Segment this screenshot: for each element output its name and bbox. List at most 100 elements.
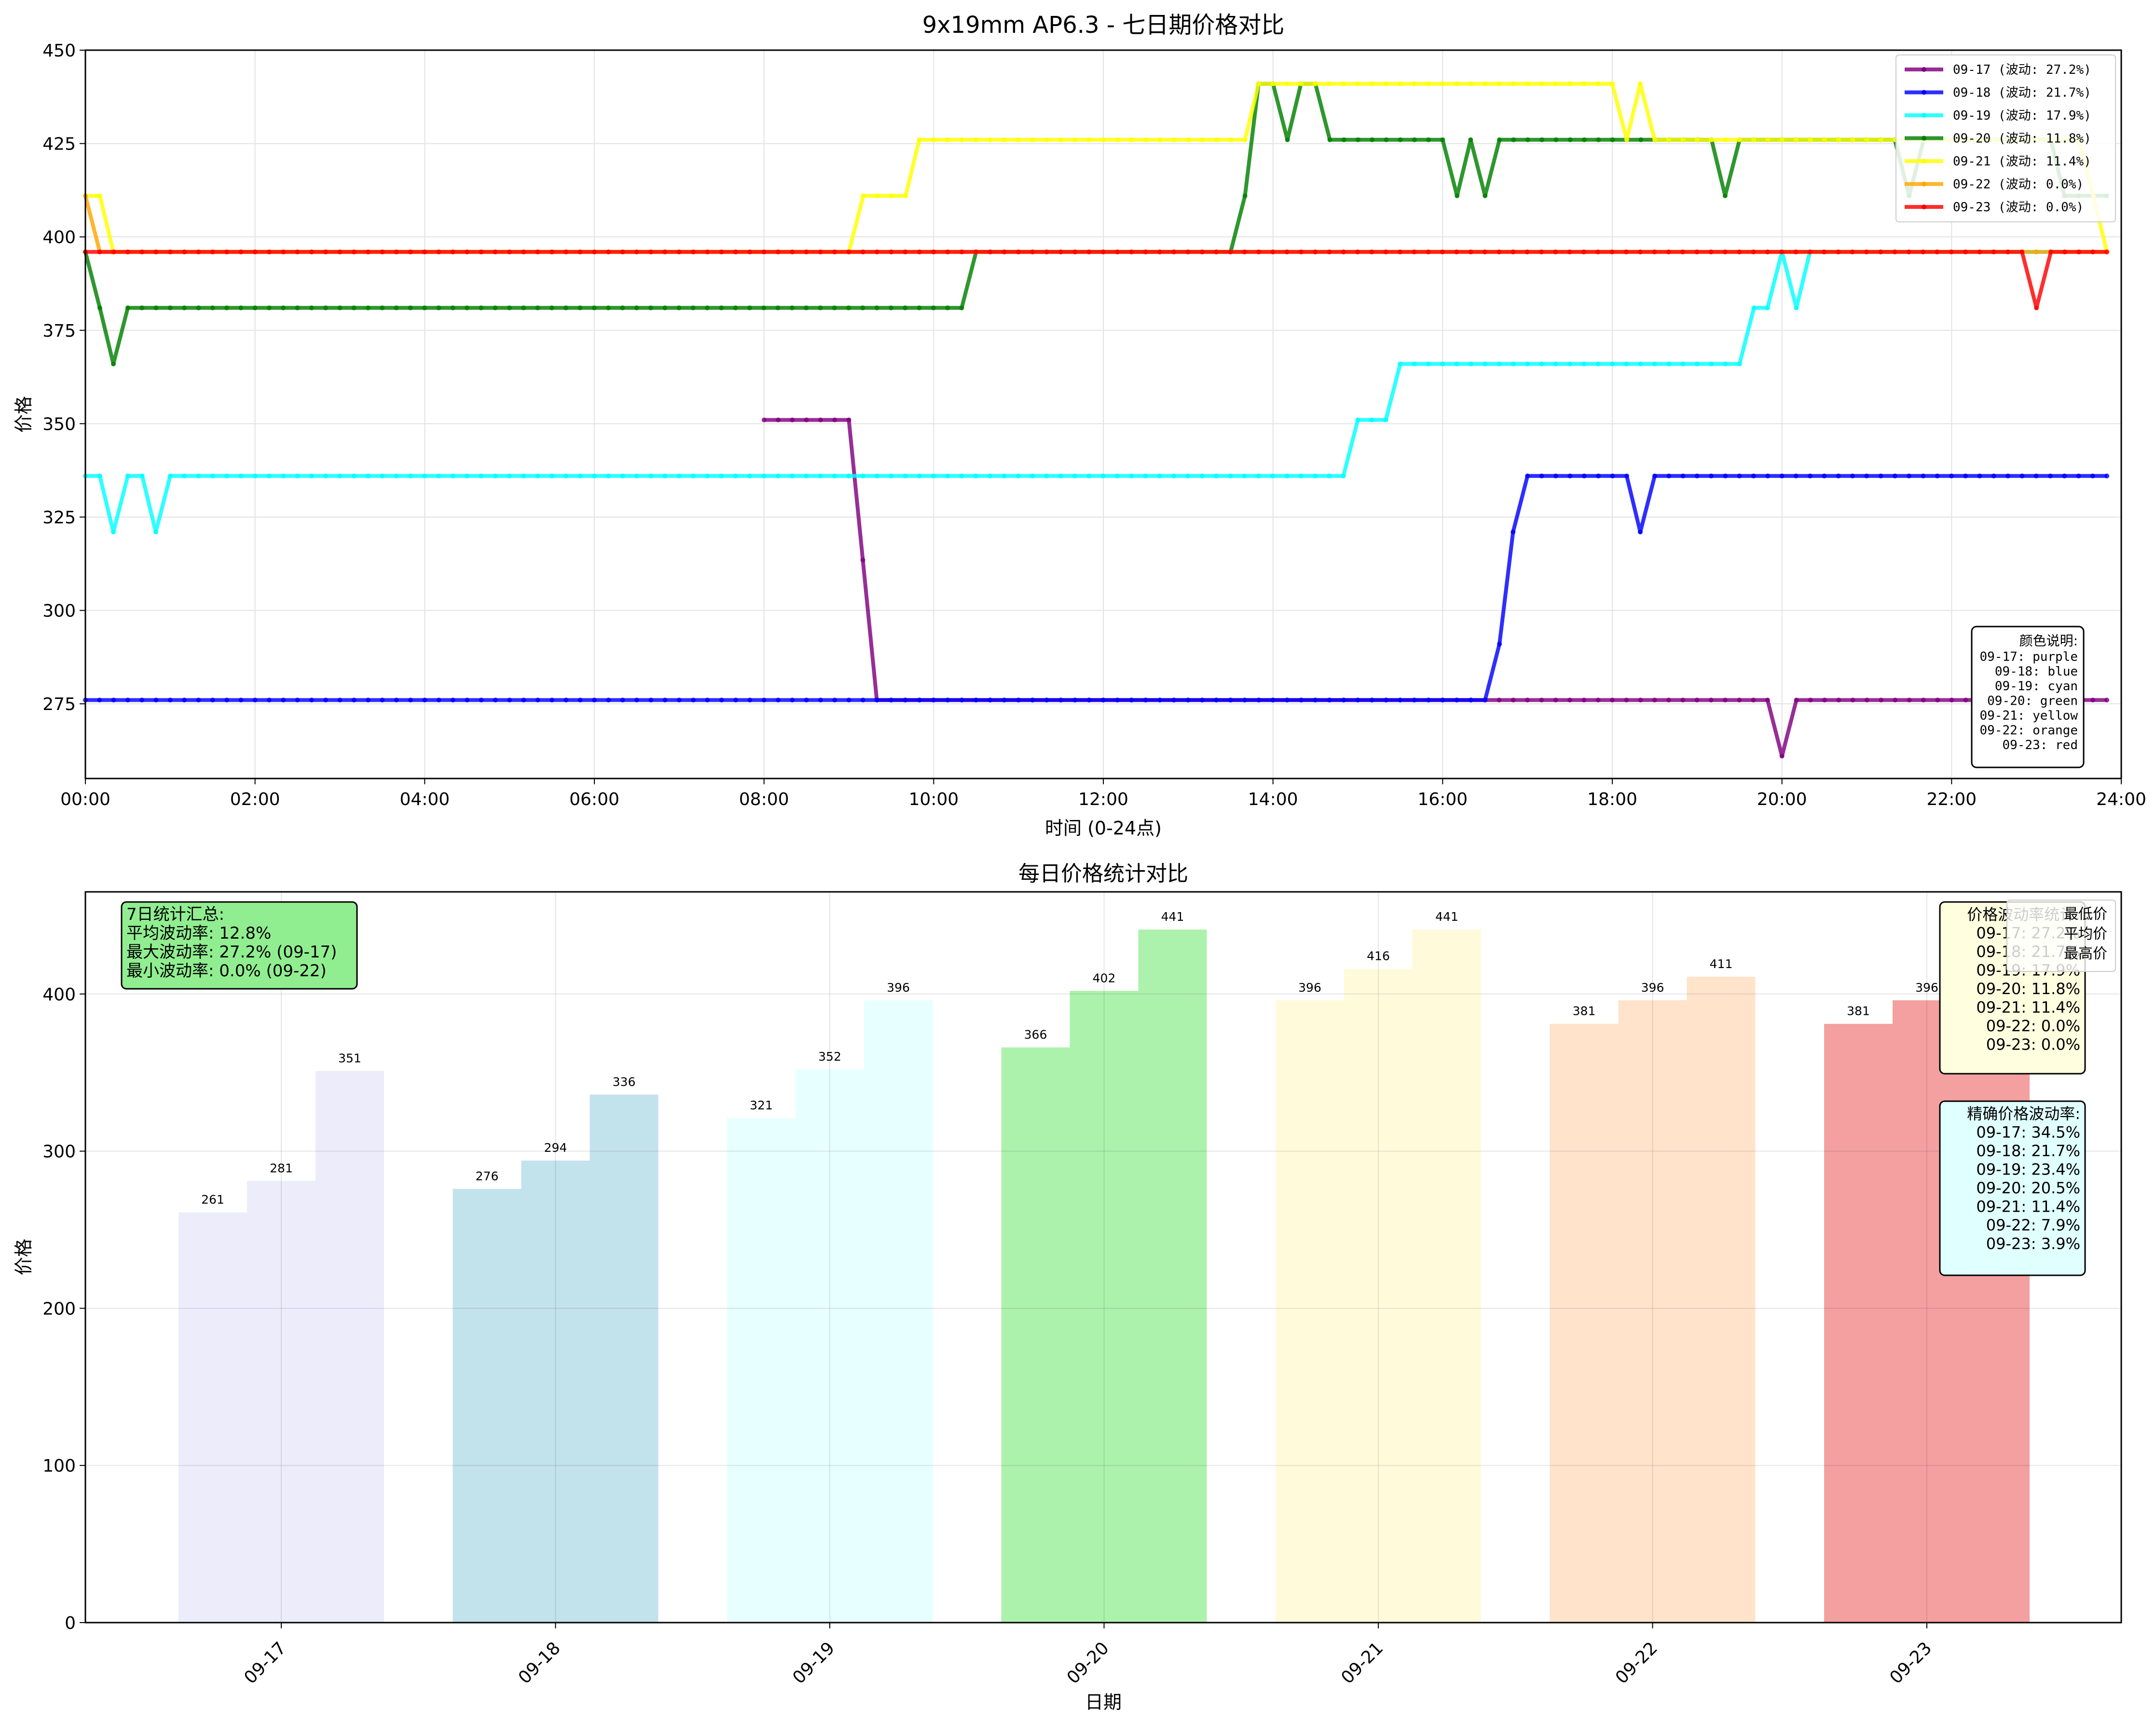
series-point [549, 697, 555, 703]
precise-line: 09-21: 11.4% [1976, 1198, 2080, 1216]
series-point [1850, 249, 1855, 255]
series-point [1114, 473, 1120, 478]
series-point [479, 473, 484, 478]
series-point [2019, 473, 2025, 478]
series-point [1610, 473, 1615, 478]
series-point [1214, 697, 1219, 703]
x-tick-label: 10:00 [908, 790, 959, 809]
series-point [1426, 249, 1431, 255]
series-point [1157, 473, 1162, 478]
series-point [606, 697, 611, 703]
series-point [860, 249, 865, 255]
series-point [1313, 697, 1318, 703]
series-point [1977, 249, 1982, 255]
series-point [1822, 697, 1827, 703]
series-point [479, 305, 484, 311]
series-point [408, 697, 413, 703]
series-point [1115, 137, 1120, 142]
series-point [1213, 473, 1219, 478]
line-chart-legend: 09-17 (波动: 27.2%) 09-18 (波动: 21.7%) 09-19 … [1895, 55, 2116, 222]
series-point [1638, 137, 1644, 142]
series-point [1878, 249, 1883, 255]
series-point [1426, 81, 1431, 86]
series-point [337, 697, 343, 703]
series-point [2076, 249, 2082, 255]
series-point [818, 249, 823, 255]
series-point [790, 473, 795, 478]
series-point [1016, 249, 1021, 255]
series-point [733, 249, 738, 255]
series-point [97, 249, 102, 255]
series-point [1468, 697, 1473, 703]
series-point [1157, 697, 1163, 703]
series-point [1044, 697, 1049, 703]
series-point [1185, 249, 1191, 255]
series-point [380, 249, 385, 255]
series-point [422, 305, 427, 311]
series-point [1581, 697, 1587, 703]
series-point [337, 473, 343, 478]
series-point [351, 697, 357, 703]
series-point [1256, 697, 1262, 703]
series-point [818, 473, 823, 478]
series-point [1680, 249, 1685, 255]
series-point [422, 697, 427, 703]
series-point [2034, 305, 2039, 311]
series-point [1327, 697, 1332, 703]
series-point [1440, 137, 1445, 142]
series-point [860, 305, 865, 311]
series-point [747, 305, 752, 311]
series-point [1638, 361, 1643, 367]
precise-line: 09-23: 3.9% [1986, 1235, 2080, 1253]
series-point [196, 473, 201, 478]
series-point [860, 473, 865, 478]
series-point [903, 249, 908, 255]
series-point [1793, 249, 1799, 255]
series-point [931, 249, 936, 255]
series-point [238, 697, 244, 703]
series-point [1384, 137, 1389, 142]
line-chart-ylabel: 价格 [13, 396, 34, 433]
series-point [1468, 81, 1473, 86]
series-point [521, 697, 526, 703]
legend-label: 09-19 (波动: 17.9%) [1953, 109, 2091, 123]
summary-box: 7日统计汇总:平均波动率: 12.8%最大波动率: 27.2% (09-17)最… [121, 901, 358, 990]
series-point [747, 249, 753, 255]
series-point [224, 697, 230, 703]
series-point [1921, 473, 1926, 478]
summary-line: 最大波动率: 27.2% (09-17) [126, 942, 337, 962]
series-point [125, 305, 130, 311]
series-point [1044, 249, 1049, 255]
series-point [1723, 137, 1728, 142]
series-point [1327, 137, 1332, 142]
series-point [775, 473, 781, 478]
series-point [634, 305, 639, 311]
series-point [1511, 697, 1516, 703]
y-tick-label: 275 [42, 695, 76, 714]
series-point [1595, 249, 1601, 255]
series-point [1016, 137, 1021, 142]
bar [1001, 1047, 1070, 1623]
series-point [889, 193, 894, 198]
series-point [1751, 305, 1757, 311]
series-point [889, 473, 894, 478]
series-point [875, 193, 880, 198]
series-point [1129, 473, 1134, 478]
series-point [1370, 137, 1375, 142]
series-point [1553, 361, 1558, 367]
series-point [1440, 249, 1445, 255]
x-tick-label: 14:00 [1248, 790, 1298, 809]
series-point [662, 473, 668, 478]
series-point [1270, 697, 1276, 703]
series-point [323, 697, 329, 703]
series-point [973, 473, 978, 478]
series-point [238, 249, 244, 255]
color-note-line: 09-21: yellow [1980, 709, 2078, 723]
precise-line: 09-20: 20.5% [1976, 1179, 2080, 1197]
series-point [606, 249, 611, 255]
series-point [139, 305, 145, 311]
series-point [1525, 137, 1530, 142]
series-point [1497, 697, 1502, 703]
series-point [351, 305, 357, 311]
series-point [818, 305, 823, 311]
